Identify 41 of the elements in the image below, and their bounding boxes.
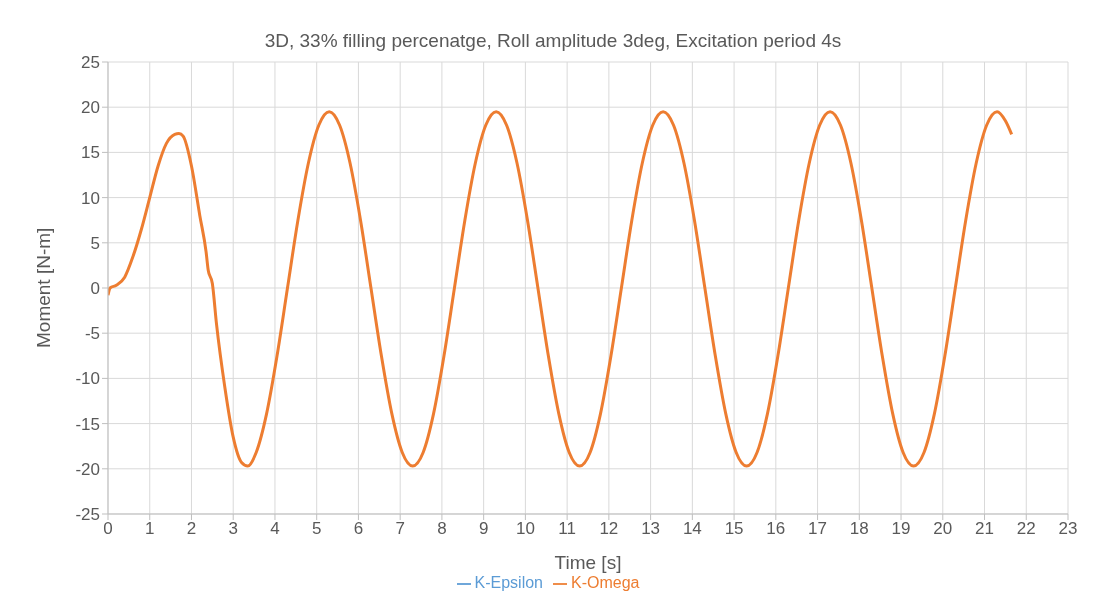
x-tick-label: 5: [311, 519, 322, 539]
x-tick-label: 10: [515, 519, 535, 539]
x-tick-label: 21: [975, 519, 994, 539]
x-tick-label: 15: [724, 519, 744, 539]
y-tick-label: -25: [75, 505, 100, 525]
line-series: [108, 110, 1014, 468]
y-tick-label: -5: [84, 324, 100, 344]
y-tick-label: 5: [90, 233, 100, 253]
y-tick-label: 15: [81, 143, 100, 163]
x-tick-label: 22: [1016, 519, 1036, 539]
x-tick-label: 12: [599, 519, 619, 539]
x-tick-label: 16: [766, 519, 786, 539]
legend-label: K-Omega: [571, 574, 640, 591]
x-tick-label: 8: [437, 519, 447, 539]
legend-label: K-Epsilon: [474, 574, 543, 591]
x-tick-label: 3: [228, 519, 238, 539]
y-tick-label: -10: [75, 369, 100, 389]
chart-title: 3D, 33% filling percenatge, Roll amplitude 3deg, Excitation period 4s: [263, 29, 843, 52]
x-tick-label: 13: [641, 519, 661, 539]
y-tick-label: 10: [81, 188, 100, 208]
x-tick-label: 6: [353, 519, 364, 539]
y-tick-label: 20: [81, 98, 100, 118]
x-tick-label: 19: [891, 519, 911, 539]
x-tick-label: 1: [145, 519, 155, 539]
y-tick-label: -20: [75, 459, 100, 479]
x-tick-label: 14: [682, 519, 702, 539]
x-tick-label: 11: [558, 519, 576, 539]
y-tick-label: -15: [75, 414, 100, 434]
x-tick-label: 17: [808, 519, 828, 539]
x-tick-label: 23: [1058, 519, 1078, 539]
x-tick-label: 0: [103, 519, 113, 539]
x-tick-label: 4: [270, 519, 280, 539]
y-tick-label: 25: [81, 53, 100, 73]
x-tick-label: 9: [478, 519, 489, 539]
x-tick-label: 2: [186, 519, 197, 539]
y-axis-title: Moment [N-m]: [32, 227, 54, 348]
x-axis-title: Time [s]: [554, 552, 622, 573]
x-tick-label: 20: [933, 519, 953, 539]
x-tick-label: 7: [395, 519, 405, 539]
x-tick-label: 18: [849, 519, 869, 539]
y-tick-label: 0: [90, 279, 100, 299]
